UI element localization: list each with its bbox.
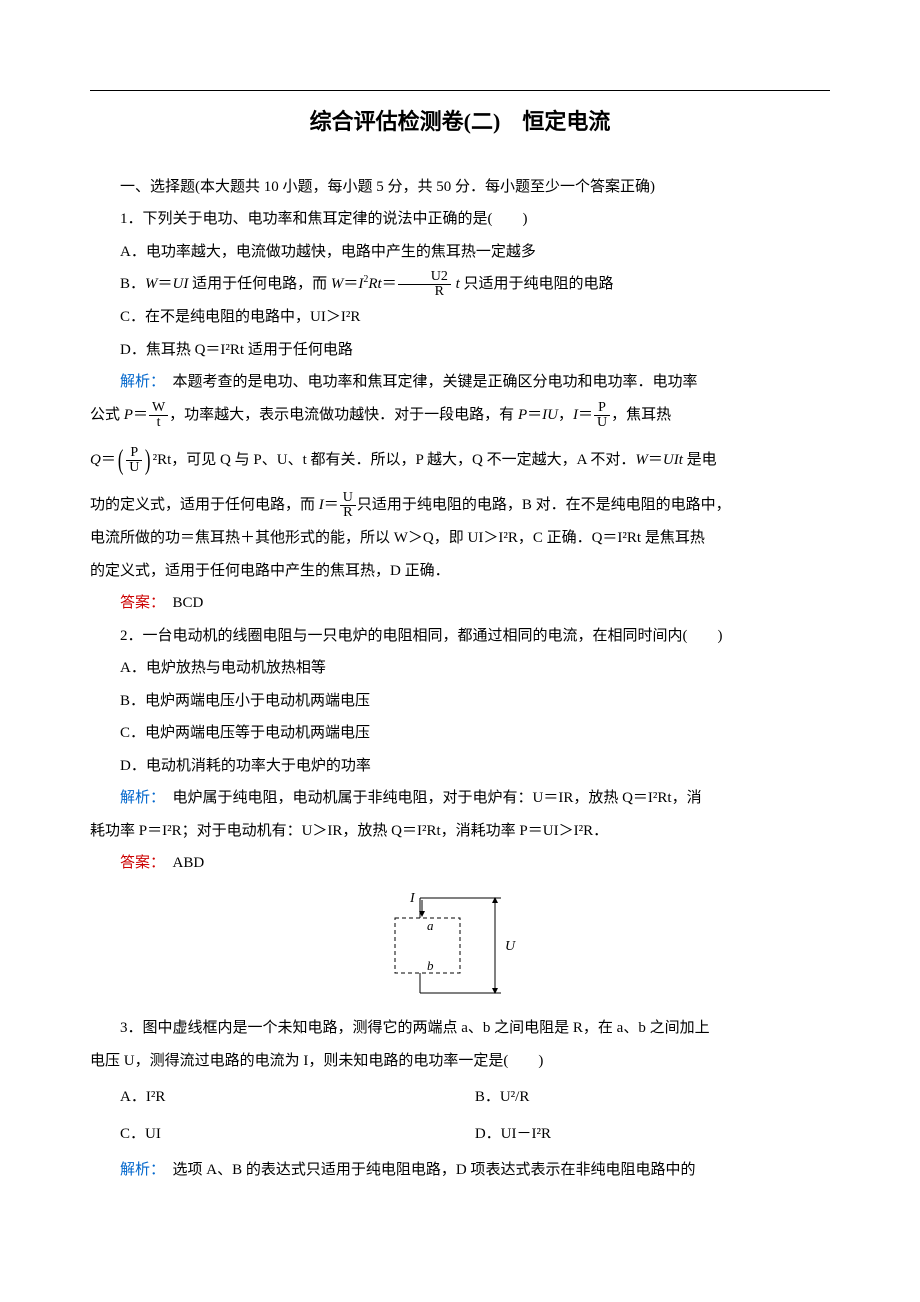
q1-stem: 1．下列关于电功、电功率和焦耳定律的说法中正确的是( ) [90, 205, 830, 234]
q1-option-d: D．焦耳热 Q＝I²Rt 适用于任何电路 [90, 336, 830, 365]
top-rule [90, 90, 830, 91]
q1-option-a: A．电功率越大，电流做功越快，电路中产生的焦耳热一定越多 [90, 238, 830, 267]
frac-num: P [594, 401, 610, 415]
label-b: b [427, 958, 434, 973]
q2-option-c: C．电炉两端电压等于电动机两端电压 [90, 719, 830, 748]
q1-explanation-6: 的定义式，适用于任何电路中产生的焦耳热，D 正确． [90, 557, 830, 586]
circuit-svg: I a b U [375, 888, 545, 998]
expl-text: 只适用于纯电阻的电路，B 对．在不是纯电阻的电路中， [357, 497, 731, 513]
expl-text: ²Rt，可见 Q 与 P、U、t 都有关．所以，P 越大，Q 不一定越大，A 不… [153, 452, 636, 468]
frac-den: U [594, 415, 610, 430]
q1-b-mid: 适用于任何电路，而 [188, 276, 331, 292]
q2-explanation-1: 解析： 电炉属于纯电阻，电动机属于非纯电阻，对于电炉有：U＝IR，放热 Q＝I²… [90, 784, 830, 813]
frac-u-r: UR [340, 491, 356, 520]
expl-text: 是电 [683, 452, 717, 468]
q2-option-a: A．电炉放热与电动机放热相等 [90, 654, 830, 683]
q3-options-row2: C．UI D．UI－I²R [90, 1116, 830, 1153]
frac-den: R [398, 284, 451, 299]
q3-stem-2: 电压 U，测得流过电路的电流为 I，则未知电路的电功率一定是( ) [90, 1047, 830, 1076]
answer-value: ABD [158, 855, 205, 871]
expl-text: 选项 A、B 的表达式只适用于纯电阻电路，D 项表达式表示在非纯电阻电路中的 [158, 1162, 696, 1178]
label-a: a [427, 918, 434, 933]
q1-answer: 答案： BCD [90, 589, 830, 618]
expl-text: 功的定义式，适用于任何电路，而 [90, 497, 319, 513]
q1-b-tail: 只适用于纯电阻的电路 [460, 276, 614, 292]
frac-num: W [149, 401, 168, 415]
explanation-label: 解析： [120, 1162, 158, 1178]
answer-value: BCD [158, 595, 204, 611]
label-I: I [409, 891, 416, 906]
q3-options-row1: A．I²R B．U²/R [90, 1079, 830, 1116]
frac-num: P [126, 446, 142, 460]
q1-explanation-1: 解析： 本题考查的是电功、电功率和焦耳定律，关键是正确区分电功和电功率．电功率 [90, 368, 830, 397]
q1-b-prefix: B． [120, 276, 145, 292]
frac-num: U [340, 491, 356, 505]
frac-w-t: Wt [149, 401, 168, 430]
frac-den: U [126, 460, 142, 475]
frac-den: R [340, 505, 356, 520]
q3-stem-1: 3．图中虚线框内是一个未知电路，测得它的两端点 a、b 之间电阻是 R，在 a、… [90, 1014, 830, 1043]
expl-text: 公式 [90, 407, 124, 423]
q2-explanation-2: 耗功率 P＝I²R；对于电动机有：U＞IR，放热 Q＝I²Rt，消耗功率 P＝U… [90, 817, 830, 846]
q2-stem: 2．一台电动机的线圈电阻与一只电炉的电阻相同，都通过相同的电流，在相同时间内( … [90, 622, 830, 651]
page-content: 综合评估检测卷(二) 恒定电流 一、选择题(本大题共 10 小题，每小题 5 分… [90, 90, 830, 1185]
explanation-label: 解析： [120, 374, 158, 390]
expl-text: 本题考查的是电功、电功率和焦耳定律，关键是正确区分电功和电功率．电功率 [158, 374, 698, 390]
frac-p-u2: PU [126, 446, 142, 475]
q1-option-c: C．在不是纯电阻的电路中，UI＞I²R [90, 303, 830, 332]
q1-option-b: B．W＝UI 适用于任何电路，而 W＝I2Rt＝U2R t 只适用于纯电阻的电路 [90, 270, 830, 299]
circuit-diagram: I a b U [90, 888, 830, 1009]
q1-b-frac: U2R [398, 270, 451, 299]
section-heading: 一、选择题(本大题共 10 小题，每小题 5 分，共 50 分．每小题至少一个答… [90, 173, 830, 202]
q1-explanation-5: 电流所做的功＝焦耳热＋其他形式的能，所以 W＞Q，即 UI＞I²R，C 正确．Q… [90, 524, 830, 553]
answer-label: 答案： [120, 595, 158, 611]
q3-option-a: A．I²R [90, 1083, 445, 1112]
rparen-icon: ) [145, 434, 151, 487]
explanation-label: 解析： [120, 790, 158, 806]
q2-option-d: D．电动机消耗的功率大于电炉的功率 [90, 752, 830, 781]
expl-text: ，焦耳热 [611, 407, 671, 423]
q2-option-b: B．电炉两端电压小于电动机两端电压 [90, 687, 830, 716]
q3-option-b: B．U²/R [475, 1083, 830, 1112]
lparen-icon: ( [118, 434, 124, 487]
frac-p-u: PU [594, 401, 610, 430]
expl-text: 电炉属于纯电阻，电动机属于非纯电阻，对于电炉有：U＝IR，放热 Q＝I²Rt，消 [158, 790, 702, 806]
q1-explanation-3: Q＝(PU)²Rt，可见 Q 与 P、U、t 都有关．所以，P 越大，Q 不一定… [90, 434, 830, 487]
q3-explanation-1: 解析： 选项 A、B 的表达式只适用于纯电阻电路，D 项表达式表示在非纯电阻电路… [90, 1156, 830, 1185]
frac-num: U2 [398, 270, 451, 284]
answer-label: 答案： [120, 855, 158, 871]
expl-text: ，功率越大，表示电流做功越快．对于一段电路，有 [169, 407, 518, 423]
q3-option-d: D．UI－I²R [475, 1120, 830, 1149]
q1-explanation-2: 公式 P＝Wt，功率越大，表示电流做功越快．对于一段电路，有 P＝IU，I＝PU… [90, 401, 830, 430]
q1-explanation-4: 功的定义式，适用于任何电路，而 I＝UR只适用于纯电阻的电路，B 对．在不是纯电… [90, 491, 830, 520]
q3-option-c: C．UI [90, 1120, 445, 1149]
label-U: U [505, 939, 516, 954]
q2-answer: 答案： ABD [90, 849, 830, 878]
frac-den: t [149, 415, 168, 430]
page-title: 综合评估检测卷(二) 恒定电流 [90, 101, 830, 143]
